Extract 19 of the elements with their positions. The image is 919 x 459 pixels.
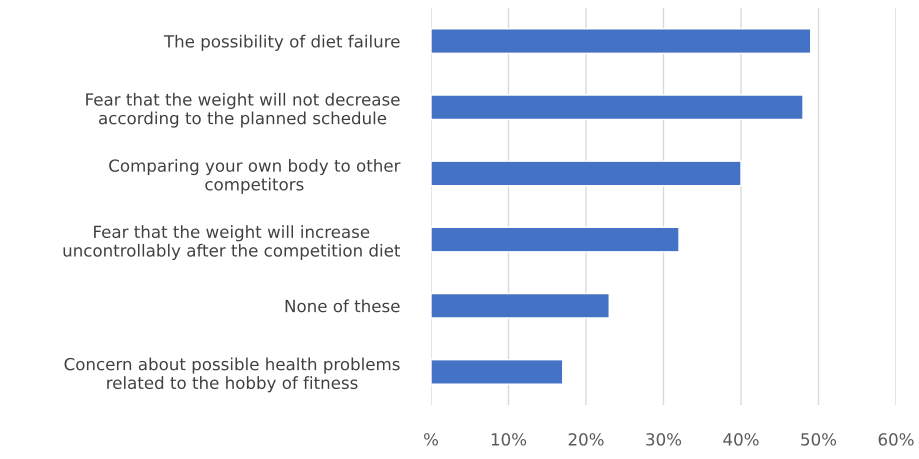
x-tick-label: 50% [801, 433, 836, 446]
x-tick-label: 20% [568, 433, 604, 446]
y-tick-label: Concern about possible health problems related to the hobby of fitness [64, 358, 400, 392]
y-tick-label: Comparing your own body to other competitors [109, 159, 400, 194]
y-tick-label: Fear that the weight will increase uncontrollably after the competition diet [64, 225, 400, 260]
x-tick-label: 60% [878, 433, 914, 446]
bar [431, 226, 680, 253]
bar [431, 292, 610, 319]
x-tick-label: 30% [646, 433, 682, 446]
bar [431, 160, 742, 186]
x-tick-label: 40% [723, 433, 759, 446]
y-tick-label: The possibility of diet failure [164, 34, 400, 51]
bar [431, 28, 812, 54]
bar [431, 94, 804, 120]
x-tick-label: % [424, 433, 438, 446]
x-tick-label: 10% [492, 433, 526, 446]
bar [431, 358, 564, 385]
y-tick-label: Fear that the weight will not decrease according to the planned schedule [86, 92, 400, 128]
y-tick-label: None of these [286, 299, 400, 312]
